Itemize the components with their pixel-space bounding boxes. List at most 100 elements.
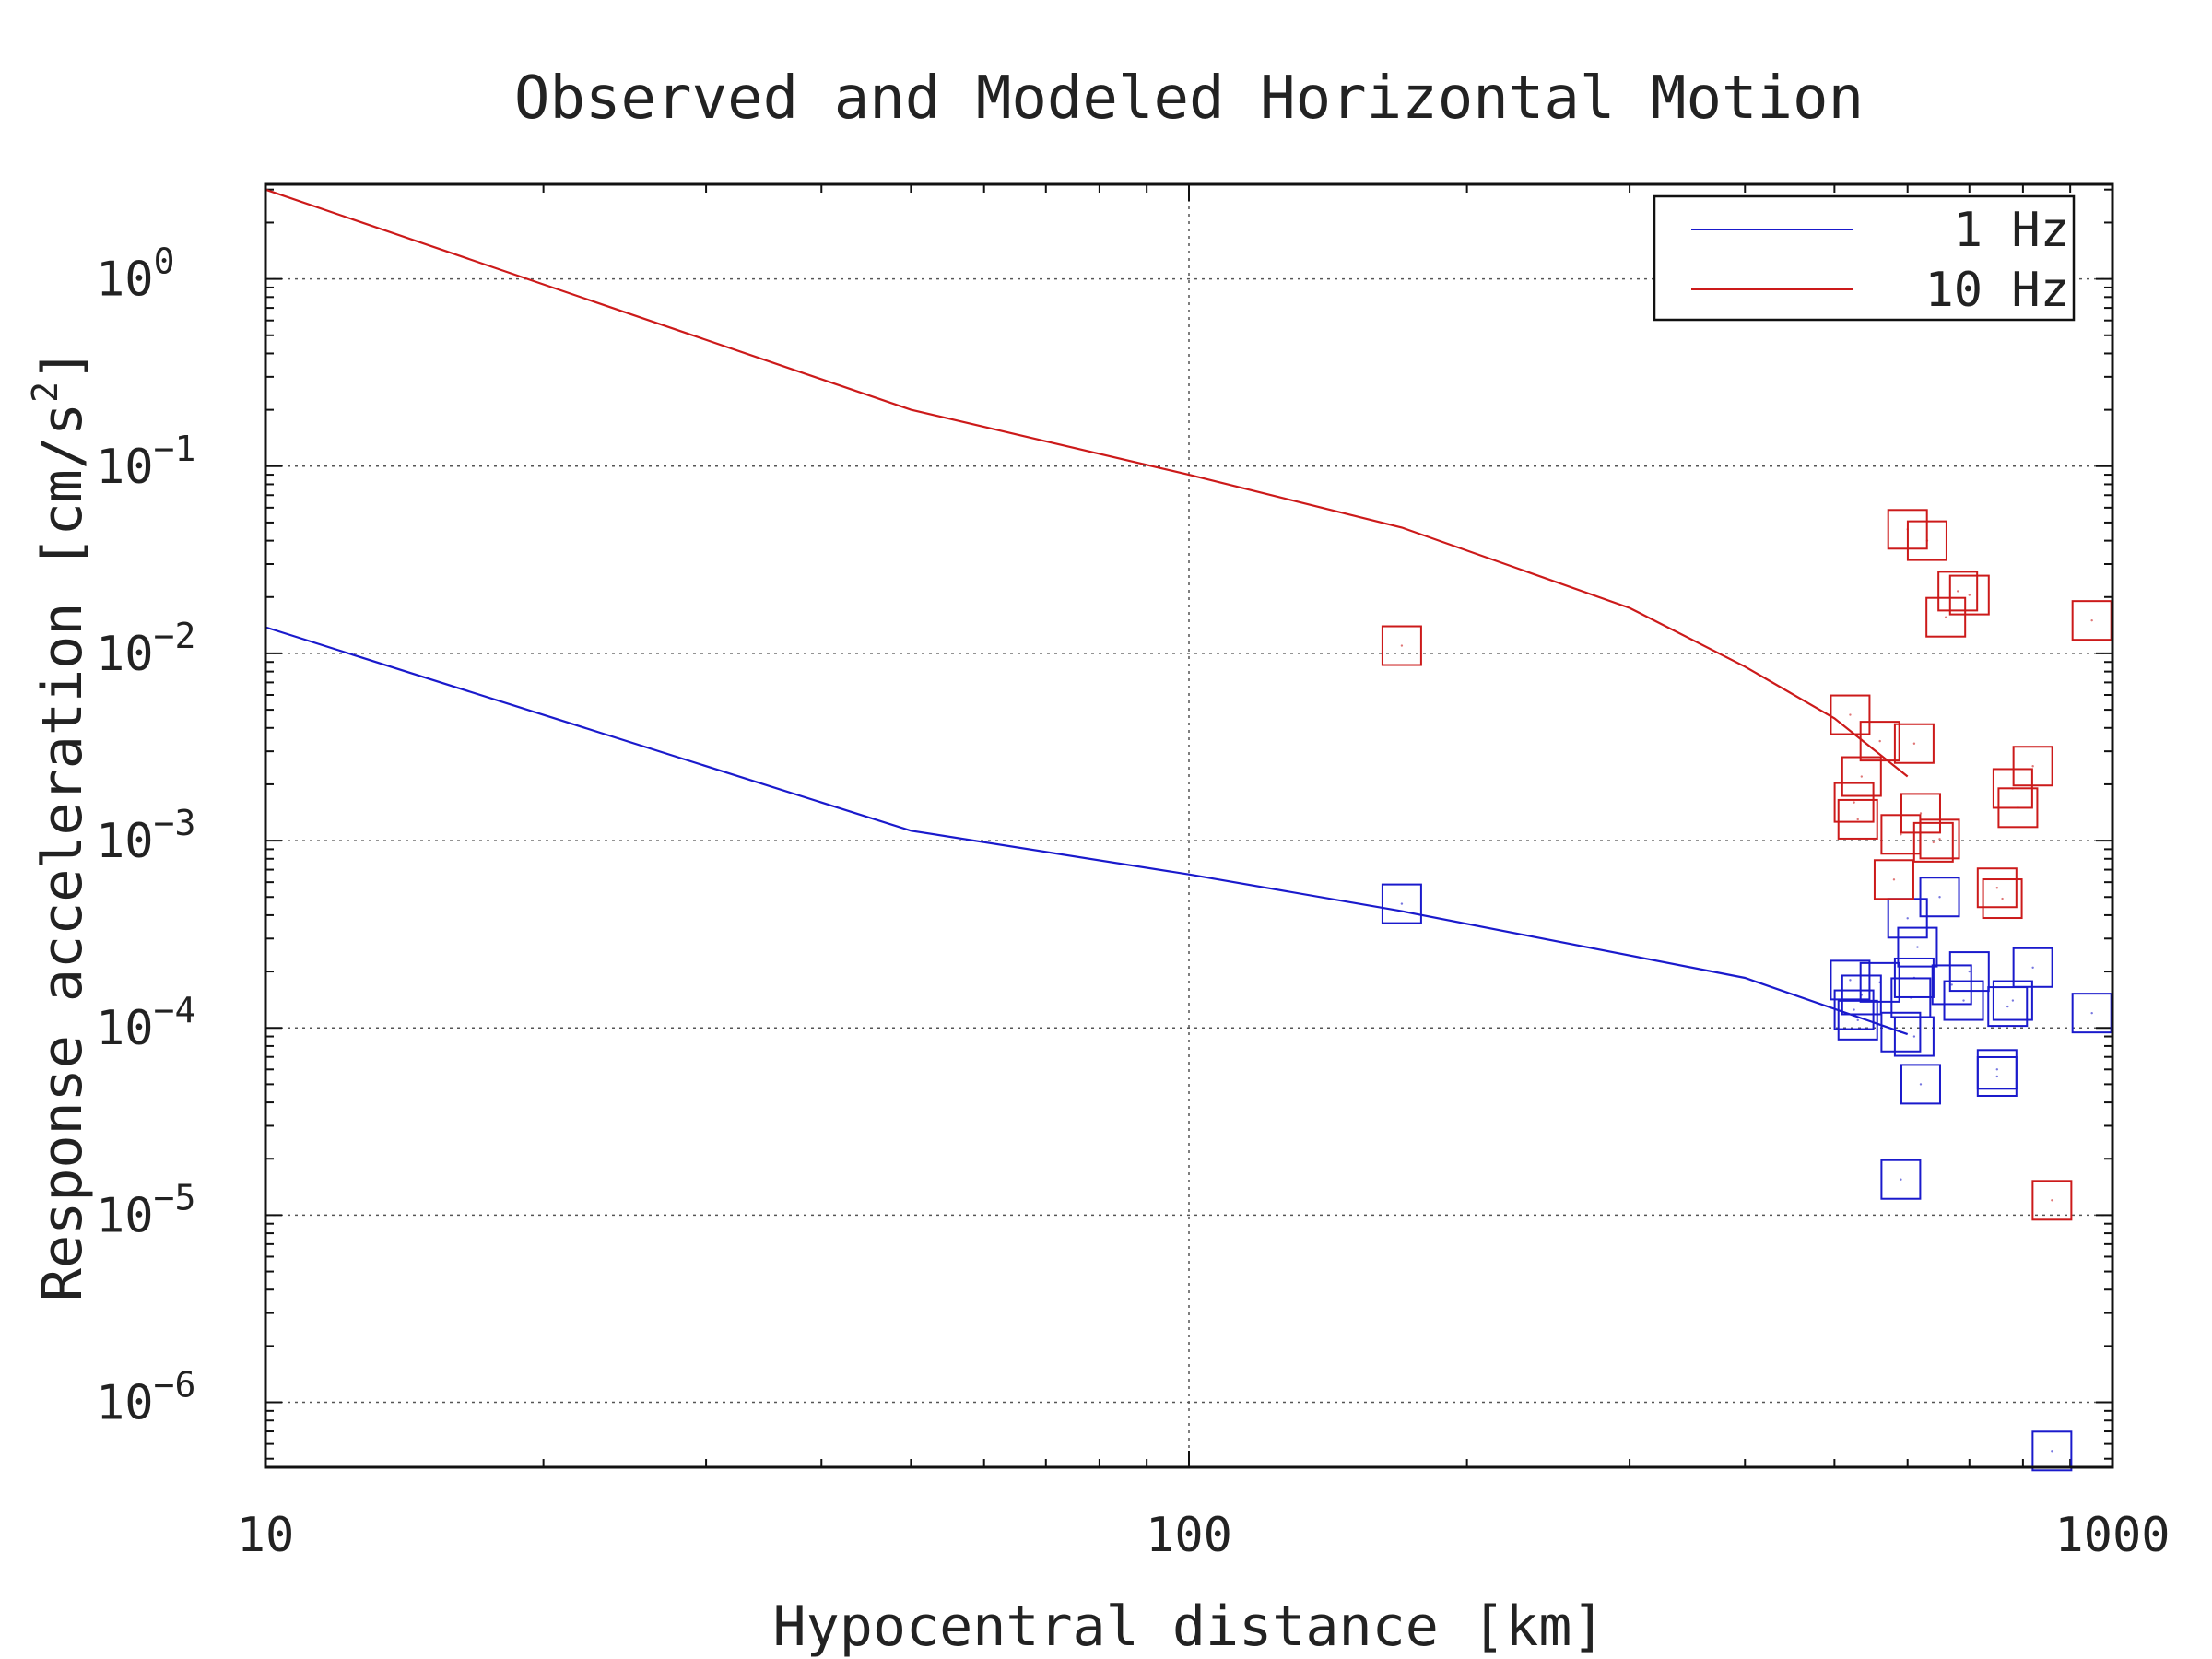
observed-point-10hz [1919,818,1960,860]
observed-point-1hz [1919,877,1960,918]
y-tick-base: 10 [96,1001,154,1056]
observed-point-center-10hz [2051,1199,2053,1202]
y-tick-exponent: −1 [154,429,196,469]
observed-point-center-1hz [1968,970,1971,973]
y-tick-exponent: 0 [154,241,175,282]
observed-point-1hz [1897,926,1938,968]
observed-point-center-10hz [1912,742,1916,745]
observed-point-10hz [1837,798,1878,840]
model-line-10hz [265,188,1909,778]
observed-point-center-1hz [1900,1030,1902,1033]
observed-point-center-1hz [1906,917,1909,920]
series-10hz [265,188,2112,1221]
observed-point-center-1hz [1950,983,1953,986]
series-1hz [265,626,2112,1472]
observed-point-1hz [1948,951,1990,993]
observed-point-center-1hz [1995,1068,1999,1071]
observed-point-center-1hz [1995,1075,1999,1078]
observed-point-center-10hz [1400,644,1404,647]
observed-point-10hz [1912,821,1954,863]
observed-point-center-10hz [1944,616,1947,618]
legend-box [1653,194,2076,322]
observed-point-1hz [1976,1055,2018,1097]
observed-point-1hz [2031,1430,2073,1472]
observed-point-10hz [1997,787,2039,829]
observed-point-center-10hz [1853,801,1855,804]
observed-point-1hz [1900,1064,1941,1105]
model-line-1hz [265,626,1909,1036]
observed-point-1hz [1381,883,1422,924]
y-tick-base: 10 [96,1188,154,1243]
observed-point-center-1hz [1849,979,1852,982]
observed-point-10hz [1976,867,2018,909]
y-axis-label: Response acceleration [cm/s2] [25,348,95,1301]
y-axis-label-end: ] [30,348,95,382]
observed-point-1hz [1893,957,1935,998]
observed-point-center-10hz [2001,897,2004,900]
observed-point-1hz [1841,974,1882,1016]
observed-point-center-1hz [1400,902,1404,905]
observed-point-10hz [1841,756,1882,797]
y-tick-exponent: −4 [154,990,196,1030]
observed-point-center-1hz [1853,1008,1855,1011]
legend: 1 Hz 10 Hz [1653,194,2076,322]
y-tick-label: 10−6 [96,1365,195,1431]
y-tick-exponent: −3 [154,803,196,843]
observed-point-center-1hz [1912,976,1916,980]
y-tick-label: 10−2 [96,616,195,682]
observed-point-center-10hz [1849,713,1852,716]
y-axis-label-main: Response acceleration [cm/s [30,403,95,1301]
observed-point-center-1hz [1900,1178,1902,1181]
observed-point-center-1hz [1856,1018,1859,1022]
observed-point-center-1hz [2051,1450,2053,1453]
y-tick-base: 10 [96,1376,154,1431]
y-tick-base: 10 [96,814,154,869]
observed-point-center-10hz [1932,841,1935,844]
observed-point-1hz [1833,989,1875,1030]
observed-point-center-10hz [1856,818,1859,821]
observed-point-1hz [1931,964,1972,1006]
observed-point-10hz [1906,520,1947,561]
observed-point-10hz [1893,723,1935,764]
observed-point-center-1hz [1919,1083,1923,1086]
observed-point-center-1hz [1916,946,1919,948]
observed-point-center-1hz [1938,896,1941,899]
observed-point-center-1hz [1912,1035,1916,1038]
observed-point-center-1hz [2011,999,2015,1002]
observed-point-10hz [2012,746,2053,787]
observed-point-10hz [1381,625,1422,666]
observed-point-1hz [1859,961,1900,1003]
observed-point-10hz [1948,574,1990,616]
observed-point-center-10hz [1919,812,1923,815]
observed-point-1hz [1987,986,2029,1028]
y-tick-exponent: −2 [154,616,196,656]
x-axis-label: Hypocentral distance [km] [772,1594,1605,1659]
plot-frame [264,182,2114,1469]
observed-point-1hz [1880,1159,1922,1200]
observed-point-1hz [2012,947,2053,988]
observed-point-center-10hz [1956,590,1959,593]
observed-point-1hz [1880,1011,1922,1053]
observed-point-center-10hz [2017,806,2019,809]
observed-point-10hz [1937,571,1979,612]
observed-point-center-10hz [1968,594,1971,596]
observed-point-center-1hz [2090,1011,2093,1015]
y-tick-base: 10 [96,627,154,682]
observed-point-center-10hz [1995,887,1999,889]
y-tick-base: 10 [96,440,154,495]
observed-point-10hz [1859,721,1900,762]
observed-point-1hz [1830,959,1871,1001]
observed-point-center-10hz [2090,618,2093,622]
observed-point-1hz [1943,980,1984,1021]
grid [265,184,2112,1467]
y-tick-exponent: −5 [154,1177,196,1218]
observed-point-center-10hz [1892,878,1896,881]
observed-point-center-10hz [1878,739,1881,743]
y-tick-label: 10−5 [96,1177,195,1243]
observed-point-10hz [1925,596,1967,638]
observed-point-center-10hz [2031,765,2034,768]
x-tick-label: 10 [237,1508,295,1563]
observed-point-1hz [1893,1016,1935,1057]
